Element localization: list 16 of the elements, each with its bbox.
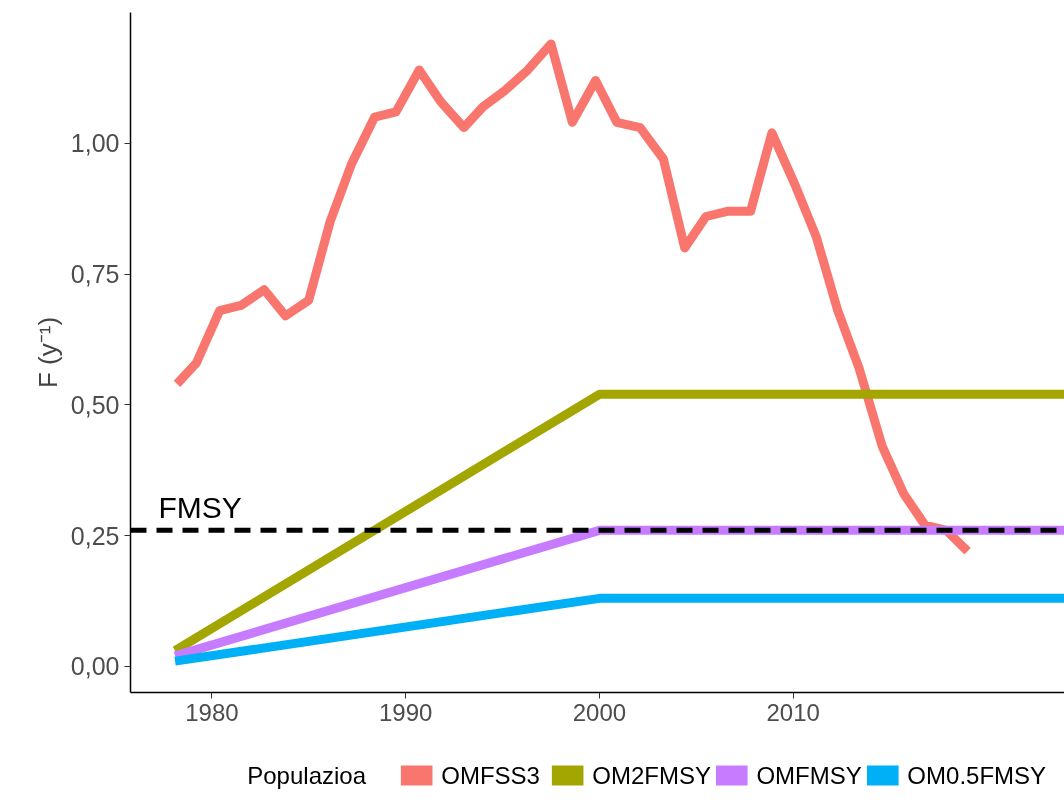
y-tick-label: 0,50 [70, 390, 120, 419]
y-tick-label: 0,25 [70, 521, 120, 550]
x-tick-label: 1980 [185, 698, 239, 726]
x-tick-label: 2000 [572, 698, 627, 726]
x-tick-label: 2010 [766, 698, 820, 726]
y-tick-label: 0,00 [70, 652, 120, 681]
ref-line-label: FMSY [158, 491, 242, 525]
y-tick-label: 1,00 [70, 129, 120, 158]
legend-label: OM2FMSY [592, 762, 711, 789]
x-tick-label: 1990 [378, 698, 433, 726]
legend-label: OM0.5FMSY [907, 762, 1047, 789]
y-axis-title: F (y⁻¹) [32, 316, 63, 389]
y-tick-label: 0,75 [70, 260, 120, 289]
legend-label: OMFMSY [756, 762, 862, 789]
legend-title: Populazioa [247, 762, 367, 789]
legend-label: OMFSS3 [441, 762, 540, 789]
